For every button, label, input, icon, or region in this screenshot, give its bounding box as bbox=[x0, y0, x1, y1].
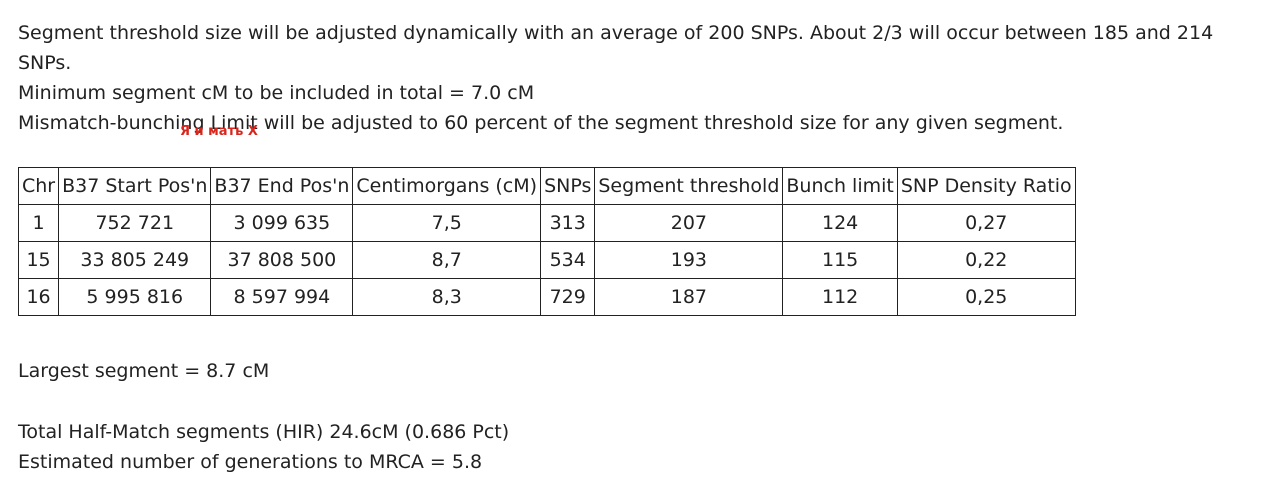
table-cell: 187 bbox=[594, 278, 784, 316]
header-cell: Segment threshold bbox=[594, 167, 784, 205]
summary: Total Half-Match segments (HIR) 24.6cM (… bbox=[18, 417, 509, 477]
table-cell: 0,25 bbox=[896, 278, 1076, 316]
table-cell: 3 099 635 bbox=[210, 204, 354, 242]
table-cell: 1 bbox=[17, 204, 60, 242]
table-cell: 37 808 500 bbox=[210, 241, 354, 279]
table-cell: 0,27 bbox=[896, 204, 1076, 242]
table-cell: 16 bbox=[17, 278, 60, 316]
table-cell: 752 721 bbox=[58, 204, 212, 242]
intro: Segment threshold size will be adjusted … bbox=[18, 18, 1268, 138]
header-cell: Bunch limit bbox=[782, 167, 898, 205]
header-cell: SNPs bbox=[540, 167, 596, 205]
intro-line: Mismatch-bunching Limit will be adjusted… bbox=[18, 112, 1064, 134]
largest: Largest segment = 8.7 cM bbox=[18, 356, 269, 386]
subtitle: Я и мать X bbox=[180, 124, 258, 139]
table-cell: 15 bbox=[17, 241, 60, 279]
table-cell: 5 995 816 bbox=[58, 278, 212, 316]
table-cell: 7,5 bbox=[352, 204, 542, 242]
header-cell: Chr bbox=[17, 167, 60, 205]
table-row: 15 33 805 249 37 808 500 8,7 534 193 115 0,22 bbox=[17, 241, 1076, 279]
table-row: 16 5 995 816 8 597 994 8,3 729 187 112 0,25 bbox=[17, 278, 1076, 316]
table-cell: 534 bbox=[540, 241, 596, 279]
header-cell: Centimorgans (cM) bbox=[352, 167, 542, 205]
table-cell: 115 bbox=[782, 241, 898, 279]
table-row: 1 752 721 3 099 635 7,5 313 207 124 0,27 bbox=[17, 204, 1076, 242]
largest-text: Largest segment = 8.7 cM bbox=[18, 360, 270, 382]
table-cell: 112 bbox=[782, 278, 898, 316]
table-cell: 0,22 bbox=[896, 241, 1076, 279]
intro-line: Segment threshold size will be adjusted … bbox=[18, 22, 1214, 74]
table-cell: 193 bbox=[594, 241, 784, 279]
table-cell: 8,3 bbox=[352, 278, 542, 316]
intro-line: Minimum segment cM to be included in tot… bbox=[18, 82, 535, 104]
table-cell: 729 bbox=[540, 278, 596, 316]
table-cell: 124 bbox=[782, 204, 898, 242]
summary-line: Estimated number of generations to MRCA … bbox=[18, 451, 483, 473]
segment-table: Chr B37 Start Pos'n B37 End Pos'n Centimorg… bbox=[17, 167, 1076, 316]
header-cell: SNP Density Ratio bbox=[896, 167, 1076, 205]
table-cell: 8,7 bbox=[352, 241, 542, 279]
header-cell: B37 Start Pos'n bbox=[58, 167, 212, 205]
table-cell: 207 bbox=[594, 204, 784, 242]
header-cell: B37 End Pos'n bbox=[210, 167, 354, 205]
table-cell: 33 805 249 bbox=[58, 241, 212, 279]
table-cell: 313 bbox=[540, 204, 596, 242]
summary-line: Total Half-Match segments (HIR) 24.6cM (… bbox=[18, 421, 510, 443]
table-cell: 8 597 994 bbox=[210, 278, 354, 316]
